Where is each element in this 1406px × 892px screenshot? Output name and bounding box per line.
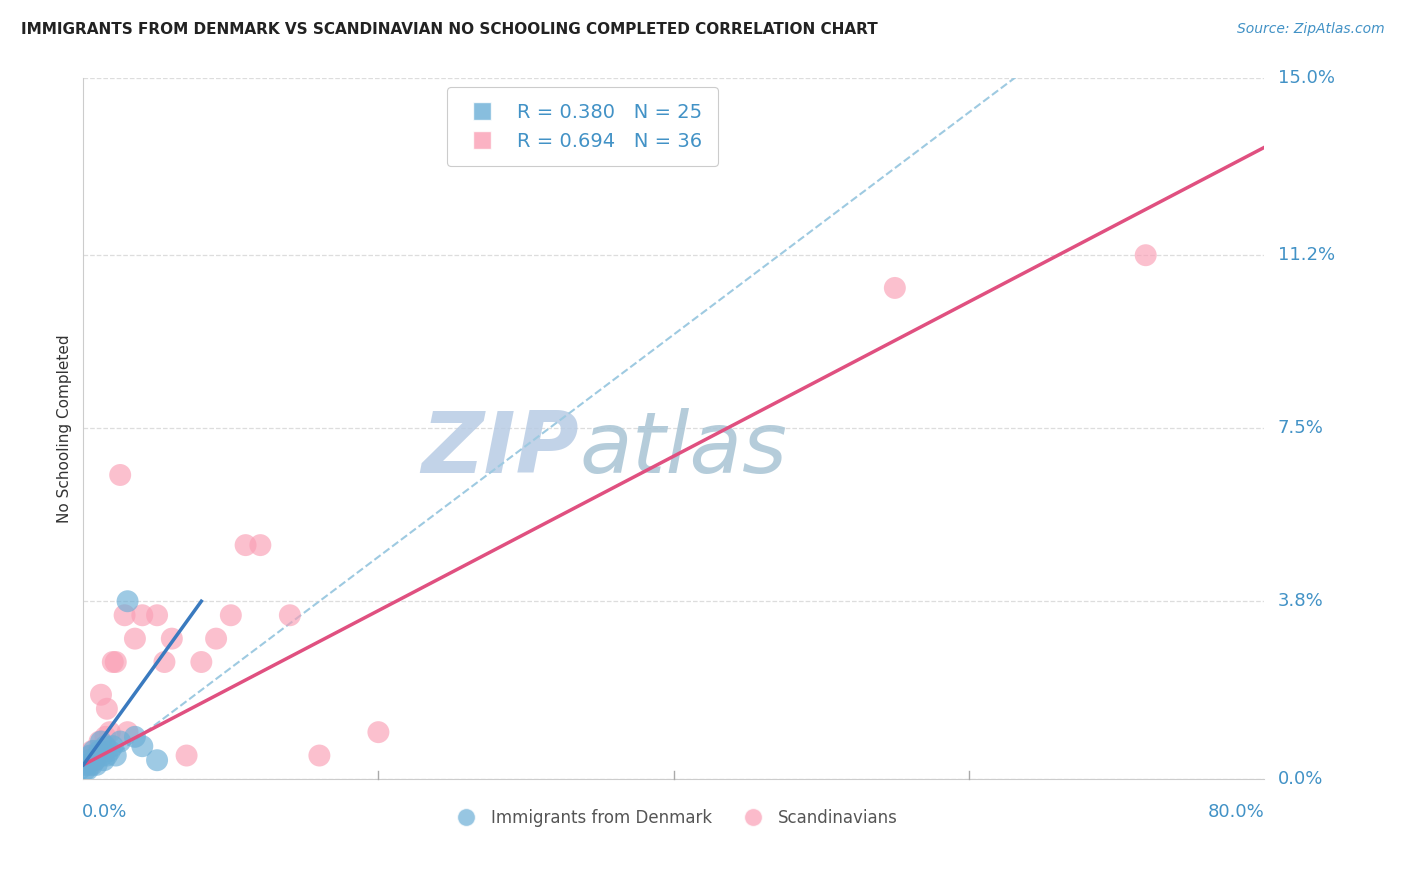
Point	[249, 538, 271, 552]
Point	[219, 608, 242, 623]
Point	[87, 744, 110, 758]
Point	[98, 744, 121, 758]
Point	[94, 739, 117, 754]
Text: Source: ZipAtlas.com: Source: ZipAtlas.com	[1237, 22, 1385, 37]
Text: ZIP: ZIP	[422, 408, 579, 491]
Point	[83, 744, 105, 758]
Point	[75, 757, 97, 772]
Point	[76, 753, 98, 767]
Point	[96, 748, 118, 763]
Point	[76, 757, 98, 772]
Point	[84, 753, 107, 767]
Point	[278, 608, 301, 623]
Point	[83, 748, 105, 763]
Point	[146, 753, 169, 767]
Text: IMMIGRANTS FROM DENMARK VS SCANDINAVIAN NO SCHOOLING COMPLETED CORRELATION CHART: IMMIGRANTS FROM DENMARK VS SCANDINAVIAN …	[21, 22, 877, 37]
Point	[79, 748, 101, 763]
Point	[90, 688, 112, 702]
Point	[86, 757, 108, 772]
Point	[883, 281, 905, 295]
Point	[94, 730, 117, 744]
Point	[131, 608, 153, 623]
Point	[101, 655, 124, 669]
Point	[90, 734, 112, 748]
Point	[190, 655, 212, 669]
Point	[205, 632, 228, 646]
Text: 11.2%: 11.2%	[1278, 246, 1334, 264]
Point	[117, 594, 139, 608]
Point	[93, 753, 115, 767]
Legend: Immigrants from Denmark, Scandinavians: Immigrants from Denmark, Scandinavians	[441, 803, 905, 834]
Point	[82, 744, 104, 758]
Point	[308, 748, 330, 763]
Point	[82, 757, 104, 772]
Point	[76, 763, 98, 777]
Text: atlas: atlas	[579, 408, 787, 491]
Point	[89, 744, 111, 758]
Point	[86, 748, 108, 763]
Point	[131, 739, 153, 754]
Point	[235, 538, 257, 552]
Text: 3.8%: 3.8%	[1278, 592, 1323, 610]
Point	[75, 763, 97, 777]
Text: 15.0%: 15.0%	[1278, 69, 1334, 87]
Point	[96, 702, 118, 716]
Y-axis label: No Schooling Completed: No Schooling Completed	[58, 334, 72, 523]
Point	[101, 739, 124, 754]
Text: 80.0%: 80.0%	[1208, 804, 1265, 822]
Point	[104, 655, 127, 669]
Text: 0.0%: 0.0%	[1278, 770, 1323, 788]
Point	[117, 725, 139, 739]
Point	[89, 734, 111, 748]
Point	[367, 725, 389, 739]
Point	[153, 655, 176, 669]
Point	[77, 748, 100, 763]
Point	[98, 725, 121, 739]
Point	[124, 730, 146, 744]
Point	[146, 608, 169, 623]
Text: 0.0%: 0.0%	[82, 804, 128, 822]
Point	[124, 632, 146, 646]
Point	[77, 753, 100, 767]
Point	[108, 734, 131, 748]
Point	[176, 748, 198, 763]
Point	[91, 748, 114, 763]
Point	[93, 744, 115, 758]
Point	[1135, 248, 1157, 262]
Point	[75, 757, 97, 772]
Point	[108, 467, 131, 482]
Point	[114, 608, 136, 623]
Point	[104, 748, 127, 763]
Point	[79, 757, 101, 772]
Point	[84, 753, 107, 767]
Point	[87, 748, 110, 763]
Point	[160, 632, 183, 646]
Text: 7.5%: 7.5%	[1278, 419, 1323, 437]
